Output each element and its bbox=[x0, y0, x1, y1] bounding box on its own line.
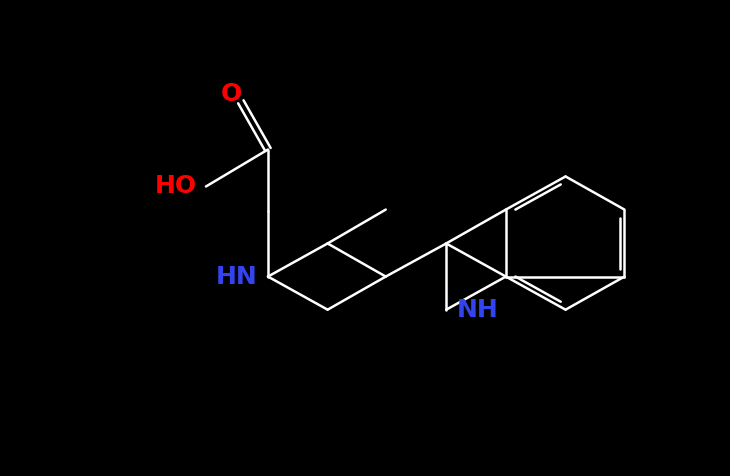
Text: NH: NH bbox=[457, 298, 499, 322]
Text: O: O bbox=[221, 82, 242, 106]
Text: HN: HN bbox=[215, 265, 257, 288]
Text: HO: HO bbox=[155, 175, 196, 198]
